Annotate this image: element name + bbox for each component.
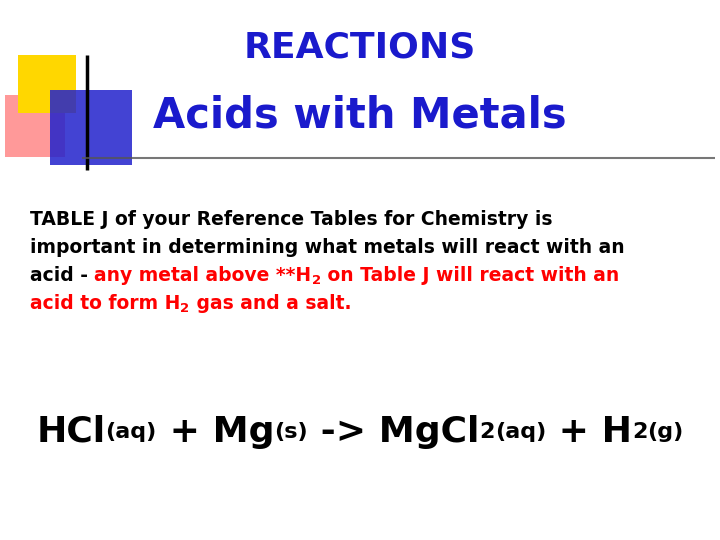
Text: gas and a salt.: gas and a salt.	[189, 294, 351, 313]
Bar	[50, 90, 132, 165]
Text: + Mg: + Mg	[157, 415, 274, 449]
Bar	[5, 95, 65, 157]
Text: 2: 2	[312, 274, 320, 287]
Text: Acids with Metals: Acids with Metals	[153, 95, 567, 137]
Text: + H: + H	[546, 415, 632, 449]
Text: 2: 2	[632, 422, 647, 442]
Text: (g): (g)	[647, 422, 683, 442]
Text: (aq): (aq)	[106, 422, 157, 442]
Text: acid -: acid -	[30, 266, 94, 285]
Text: -> MgCl: -> MgCl	[308, 415, 480, 449]
Text: acid to form H: acid to form H	[30, 294, 181, 313]
Text: any metal above **H: any metal above **H	[94, 266, 312, 285]
Text: TABLE J of your Reference Tables for Chemistry is: TABLE J of your Reference Tables for Che…	[30, 210, 552, 229]
Bar	[18, 55, 76, 113]
Text: HCl: HCl	[37, 415, 106, 449]
Text: (aq): (aq)	[495, 422, 546, 442]
Text: important in determining what metals will react with an: important in determining what metals wil…	[30, 238, 625, 257]
Text: 2: 2	[181, 302, 189, 315]
Text: 2: 2	[480, 422, 495, 442]
Text: REACTIONS: REACTIONS	[244, 30, 476, 64]
Text: on Table J will react with an: on Table J will react with an	[320, 266, 619, 285]
Text: (s): (s)	[274, 422, 308, 442]
